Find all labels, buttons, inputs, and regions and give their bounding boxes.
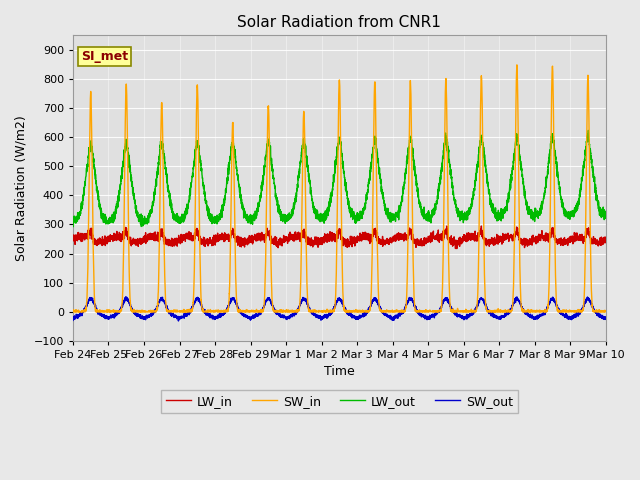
LW_out	[319, 216, 327, 222]
LW_in	[69, 235, 77, 241]
SW_in	[602, 309, 609, 314]
SW_in	[489, 309, 497, 314]
LW_out	[489, 202, 497, 207]
LW_out	[602, 212, 609, 218]
LW_in	[453, 246, 461, 252]
LW_out	[429, 206, 437, 212]
SW_in	[513, 62, 521, 68]
SW_in	[70, 309, 77, 314]
SW_out	[602, 317, 609, 323]
LW_out	[165, 188, 173, 193]
SW_out	[459, 313, 467, 319]
Line: LW_in: LW_in	[73, 226, 605, 249]
LW_in	[165, 243, 173, 249]
SW_out	[69, 318, 77, 324]
SW_in	[429, 308, 437, 313]
LW_out	[459, 216, 467, 221]
LW_in	[319, 235, 327, 241]
SW_out	[175, 318, 182, 324]
X-axis label: Time: Time	[324, 365, 355, 378]
SW_out	[165, 310, 173, 315]
LW_in	[489, 239, 497, 245]
SW_out	[602, 314, 609, 320]
LW_in	[602, 240, 609, 246]
SW_in	[459, 309, 467, 314]
Legend: LW_in, SW_in, LW_out, SW_out: LW_in, SW_in, LW_out, SW_out	[161, 390, 518, 413]
LW_in	[477, 223, 485, 229]
SW_in	[319, 308, 327, 314]
LW_in	[602, 236, 609, 241]
LW_in	[429, 233, 437, 239]
LW_out	[584, 128, 592, 133]
Title: Solar Radiation from CNR1: Solar Radiation from CNR1	[237, 15, 441, 30]
SW_in	[165, 309, 173, 314]
SW_out	[319, 313, 327, 319]
Line: LW_out: LW_out	[73, 131, 605, 227]
Text: SI_met: SI_met	[81, 50, 128, 63]
SW_in	[602, 309, 609, 314]
SW_in	[69, 307, 77, 313]
Line: SW_out: SW_out	[73, 297, 605, 321]
LW_out	[69, 224, 77, 230]
SW_out	[429, 312, 437, 318]
Line: SW_in: SW_in	[73, 65, 605, 312]
LW_out	[69, 220, 77, 226]
SW_out	[122, 294, 130, 300]
SW_out	[489, 312, 497, 318]
LW_out	[602, 216, 609, 221]
Y-axis label: Solar Radiation (W/m2): Solar Radiation (W/m2)	[15, 115, 28, 261]
LW_in	[459, 234, 467, 240]
